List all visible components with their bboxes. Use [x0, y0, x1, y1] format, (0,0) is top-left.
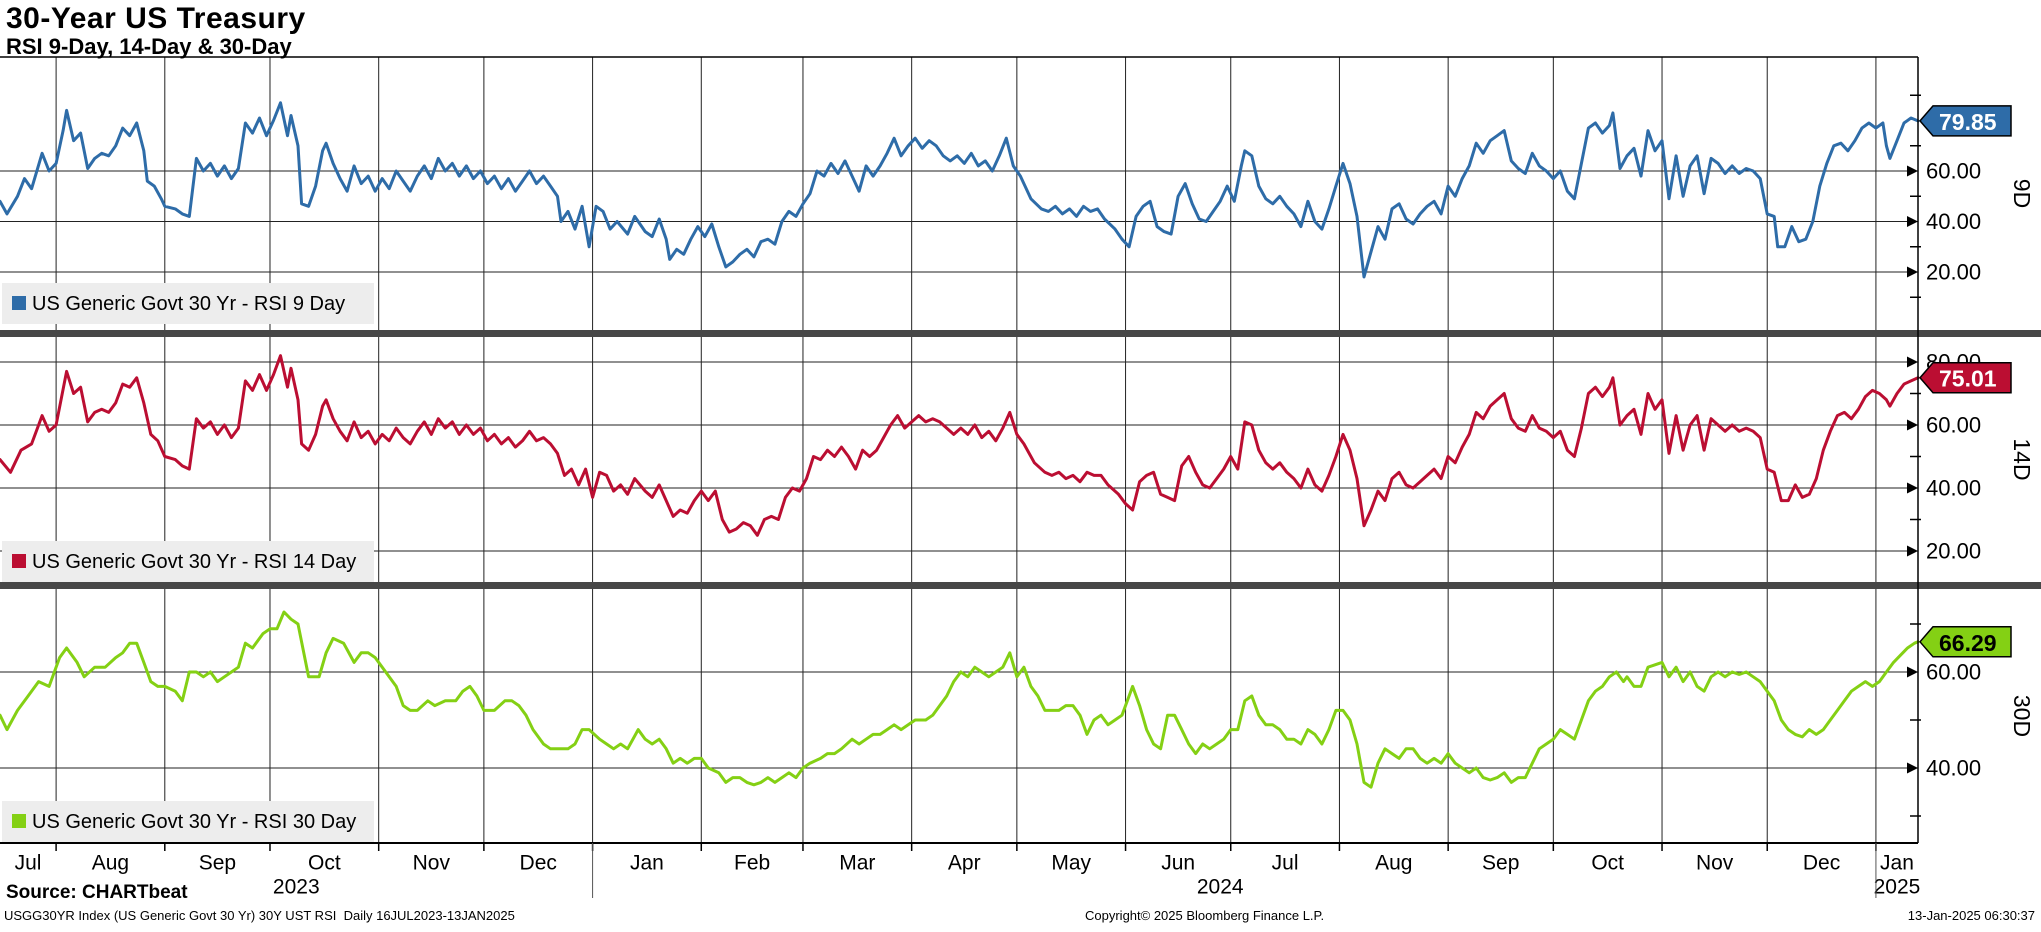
y-tick-label: 60.00	[1926, 660, 1981, 685]
month-label: Nov	[1696, 852, 1734, 875]
month-label: May	[1051, 852, 1091, 875]
month-label: Sep	[199, 852, 236, 875]
tick-arrow-icon	[1907, 545, 1918, 557]
legend-label: US Generic Govt 30 Yr - RSI 30 Day	[32, 811, 356, 833]
year-label: 2023	[273, 876, 320, 899]
last-value-label: 79.85	[1939, 109, 1997, 135]
month-label: Dec	[520, 852, 557, 875]
panel-axis-label: 14D	[2009, 438, 2035, 480]
panel-separator	[0, 330, 2041, 337]
last-value-box	[1919, 361, 2012, 394]
legend-swatch-icon	[12, 814, 26, 828]
month-label: Oct	[308, 852, 341, 875]
month-label: Aug	[1375, 852, 1412, 875]
legend-box	[2, 283, 374, 324]
security-meta-label: USGG30YR Index (US Generic Govt 30 Yr) 3…	[4, 908, 515, 923]
month-label: Mar	[839, 852, 875, 875]
legend-label: US Generic Govt 30 Yr - RSI 9 Day	[32, 293, 345, 315]
chart-title: 30-Year US Treasury	[6, 2, 306, 35]
panel-axis-label: 30D	[2009, 695, 2035, 737]
y-tick-label: 60.00	[1926, 159, 1981, 184]
source-label: Source: CHARTbeat	[6, 882, 188, 903]
y-tick-label: 40.00	[1926, 756, 1981, 781]
month-label: Jan	[1880, 852, 1914, 875]
month-label: Feb	[734, 852, 770, 875]
month-label: Jun	[1161, 852, 1195, 875]
tick-arrow-icon	[1907, 666, 1918, 678]
tick-arrow-icon	[1907, 482, 1918, 494]
tick-arrow-icon	[1907, 216, 1918, 227]
y-tick-label: 40.00	[1926, 209, 1981, 234]
legend-swatch-icon	[12, 296, 26, 310]
rsi9-line	[0, 101, 1920, 279]
tick-arrow-icon	[1907, 419, 1918, 431]
month-label: Jul	[1272, 852, 1299, 875]
panel-separator	[0, 582, 2041, 589]
tick-arrow-icon	[1907, 266, 1918, 278]
panel-axis-label: 9D	[2009, 179, 2035, 208]
y-tick-label: 20.00	[1926, 260, 1981, 285]
last-value-box	[1919, 626, 2012, 658]
month-label: Aug	[92, 852, 129, 875]
month-label: Dec	[1803, 852, 1840, 875]
copyright-label: Copyright© 2025 Bloomberg Finance L.P.	[1085, 908, 1325, 923]
chart-subtitle: RSI 9-Day, 14-Day & 30-Day	[6, 34, 292, 59]
legend-box	[2, 801, 374, 842]
y-tick-label: 40.00	[1926, 476, 1981, 501]
legend-label: US Generic Govt 30 Yr - RSI 14 Day	[32, 551, 356, 573]
last-value-label: 66.29	[1939, 630, 1997, 656]
month-label: Nov	[413, 852, 451, 875]
rsi14-line	[0, 354, 1920, 537]
tick-arrow-icon	[1907, 762, 1918, 774]
legend-swatch-icon	[12, 554, 26, 568]
year-label: 2025	[1874, 876, 1921, 899]
rsi30-line	[0, 610, 1920, 789]
last-value-label: 75.01	[1939, 366, 1997, 392]
legend-box	[2, 541, 374, 582]
y-tick-label: 20.00	[1926, 539, 1981, 564]
timestamp-label: 13-Jan-2025 06:30:37	[1907, 908, 2035, 923]
month-label: Oct	[1591, 852, 1624, 875]
y-tick-label: 60.00	[1926, 413, 1981, 438]
tick-arrow-icon	[1907, 356, 1918, 368]
tick-arrow-icon	[1907, 165, 1918, 177]
year-label: 2024	[1197, 876, 1244, 899]
month-label: Sep	[1482, 852, 1519, 875]
month-label: Jan	[630, 852, 664, 875]
month-label: Jul	[15, 852, 42, 875]
month-label: Apr	[948, 852, 981, 875]
last-value-box	[1919, 105, 2012, 137]
